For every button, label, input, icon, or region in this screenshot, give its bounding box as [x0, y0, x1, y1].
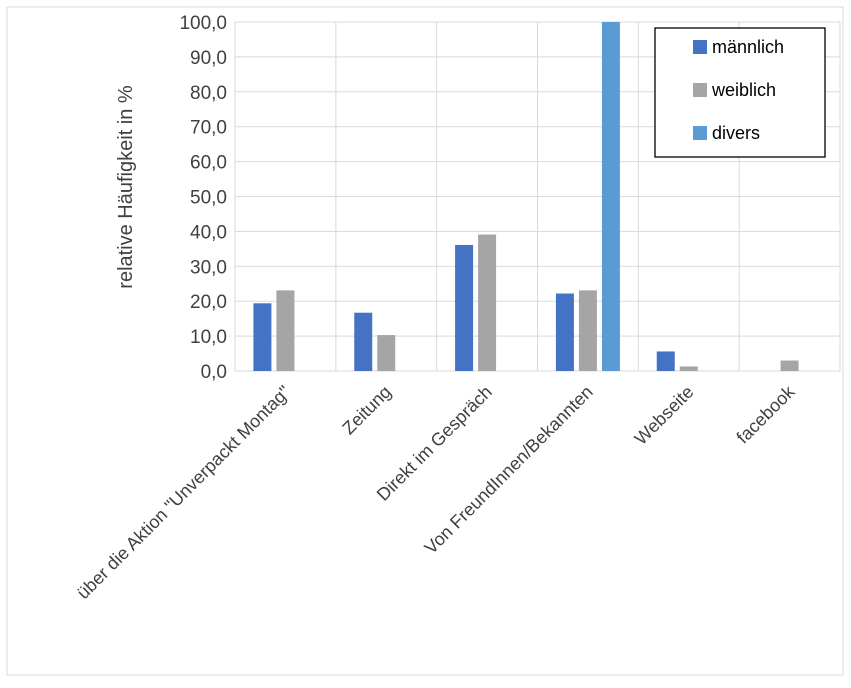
bar	[478, 234, 497, 371]
y-tick-label: 0,0	[201, 362, 227, 383]
y-tick-label: 20,0	[190, 292, 227, 313]
legend: männlich weiblich divers	[654, 27, 826, 158]
y-tick-label: 100,0	[179, 13, 227, 34]
legend-swatch	[693, 83, 707, 97]
y-tick-label: 70,0	[190, 118, 227, 139]
bar	[253, 303, 272, 371]
bar	[780, 360, 799, 371]
bar	[354, 312, 373, 371]
bar	[656, 351, 675, 371]
y-tick-label: 40,0	[190, 222, 227, 243]
y-tick-label: 10,0	[190, 327, 227, 348]
bar	[276, 290, 295, 371]
legend-label: weiblich	[711, 80, 776, 100]
bar	[555, 293, 574, 371]
legend-label: männlich	[712, 37, 784, 57]
y-tick-label: 30,0	[190, 257, 227, 278]
legend-swatch	[693, 40, 707, 54]
y-axis-ticks: 0,0 10,0 20,0 30,0 40,0 50,0 60,0 70,0 80,0 90,0 1…	[179, 13, 227, 383]
y-tick-label: 80,0	[190, 83, 227, 104]
bar	[377, 335, 396, 371]
y-tick-label: 60,0	[190, 153, 227, 174]
y-tick-label: 50,0	[190, 188, 227, 209]
legend-box	[654, 27, 826, 158]
bar	[578, 290, 597, 371]
legend-label: divers	[712, 123, 760, 143]
bar	[679, 366, 698, 371]
bar	[601, 22, 620, 371]
bar	[455, 245, 474, 371]
y-axis-title: relative Häufigkeit in %	[115, 85, 137, 289]
y-tick-label: 90,0	[190, 48, 227, 69]
bars	[253, 22, 799, 371]
legend-swatch	[693, 126, 707, 140]
